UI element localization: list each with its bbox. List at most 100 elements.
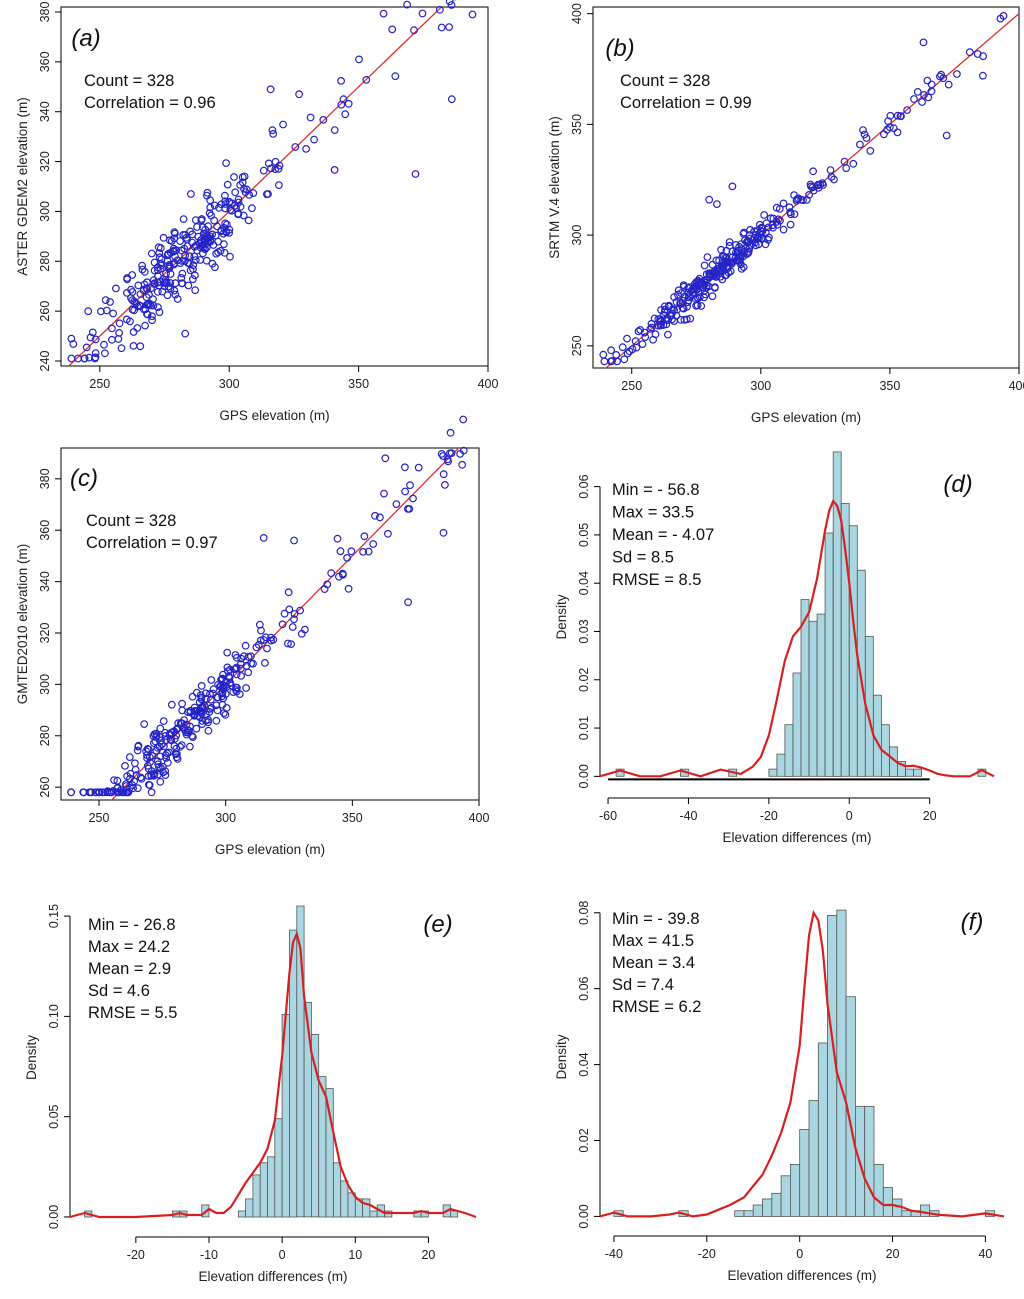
data-point [145,781,154,789]
data-point [137,774,146,783]
data-point [191,216,200,225]
data-point [830,175,838,184]
x-tick-label: 20 [886,1247,900,1261]
data-point [290,610,299,618]
y-tick-label: 380 [38,468,52,489]
data-point [827,172,836,181]
data-point [693,293,702,302]
y-tick-label: 380 [38,2,52,23]
data-point [808,183,817,192]
data-point [638,340,647,349]
data-point [805,190,813,199]
data-point [171,290,180,299]
data-point [134,281,143,290]
data-point [896,112,905,120]
data-point [599,350,608,359]
data-point [191,286,200,295]
data-point [686,314,695,323]
y-tick-label: 0.10 [47,1004,61,1028]
data-point [170,252,179,261]
y-tick-label: 320 [38,151,52,172]
data-point [369,540,378,548]
data-point [109,309,117,318]
data-point [198,223,207,232]
histogram-bar [905,768,914,777]
data-point [274,164,283,173]
data-point [238,178,247,187]
data-point [338,569,347,578]
data-point [128,271,137,279]
y-tick-label: 0.05 [47,1104,61,1128]
data-point [143,285,152,294]
data-point [142,301,151,309]
data-point [225,198,234,207]
data-point [623,334,631,343]
data-point [167,736,176,745]
histogram-bar [913,768,922,777]
data-point [718,275,727,284]
y-tick-label: 0.00 [577,1204,591,1228]
data-point [80,354,89,363]
panel-label: (d) [943,471,972,498]
histogram-bar [252,1174,261,1218]
data-point [297,629,306,638]
histogram-bar [816,613,826,777]
data-point [776,216,784,225]
data-point [254,640,263,649]
data-point [953,70,961,78]
data-point [206,690,214,698]
data-point [91,335,100,344]
data-point [657,317,665,326]
histogram-bar [752,1204,763,1217]
x-tick-label: 400 [469,811,490,825]
data-point [123,275,131,284]
data-point [344,99,353,108]
histogram-bar [824,532,834,777]
histogram-bar [245,1198,254,1218]
data-point [731,253,740,262]
data-point [674,290,682,299]
data-point [751,241,760,250]
y-tick-label: 0.00 [577,764,591,788]
data-point [360,532,369,541]
data-point [69,340,78,348]
data-point [693,301,702,310]
data-point [174,724,183,732]
data-point [411,170,420,178]
histogram-bar [768,768,778,777]
data-point [204,222,213,231]
data-point [774,215,783,224]
data-point [752,230,760,239]
stat-text: Correlation = 0.96 [84,94,216,112]
data-point [204,716,213,724]
histogram-bar [784,724,794,777]
data-point [401,463,409,472]
data-point [244,216,253,225]
data-point [337,100,346,109]
data-point [82,343,91,352]
data-point [927,80,936,89]
histogram-bar [901,1210,912,1217]
data-point [164,264,173,273]
data-point [290,615,298,624]
y-tick-label: 0.00 [47,1205,61,1229]
data-point [238,173,247,182]
data-point [703,253,712,262]
data-point [840,157,849,166]
data-point [439,470,448,479]
x-axis-title: Elevation differences (m) [198,1269,347,1284]
data-point [231,651,240,659]
data-point [842,164,851,173]
data-point [641,333,650,342]
data-point [115,788,124,797]
data-point [100,340,108,349]
data-point [772,203,781,212]
y-tick-label: 300 [570,225,584,246]
x-tick-label: 300 [215,811,236,825]
data-point [173,755,182,763]
data-point [403,0,412,9]
data-point [230,665,239,674]
data-point [384,529,392,538]
data-point [223,648,232,657]
